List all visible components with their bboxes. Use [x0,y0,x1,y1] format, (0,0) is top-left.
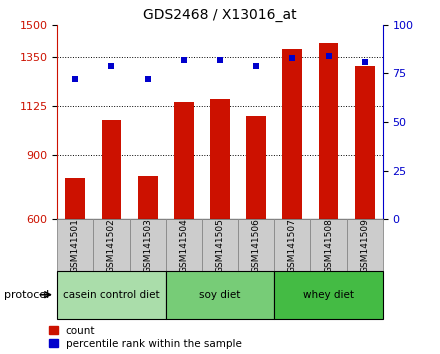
Point [216,57,224,63]
Point [180,57,187,63]
Text: GSM141509: GSM141509 [360,218,369,273]
Bar [102,120,121,219]
Text: GSM141501: GSM141501 [71,218,80,273]
Bar [319,43,338,219]
Bar [282,48,302,219]
Point [144,76,151,82]
Text: GSM141507: GSM141507 [288,218,297,273]
Bar [202,219,238,271]
Bar [238,219,274,271]
Legend: count, percentile rank within the sample: count, percentile rank within the sample [49,326,242,349]
Bar [57,271,166,319]
Bar [166,271,274,319]
Bar [57,219,93,271]
Bar [311,219,347,271]
Text: GSM141508: GSM141508 [324,218,333,273]
Bar [66,178,85,219]
Title: GDS2468 / X13016_at: GDS2468 / X13016_at [143,8,297,22]
Text: GSM141502: GSM141502 [107,218,116,273]
Text: soy diet: soy diet [199,290,241,300]
Text: GSM141503: GSM141503 [143,218,152,273]
Text: GSM141506: GSM141506 [252,218,260,273]
Bar [166,219,202,271]
Point [253,63,260,69]
Bar [274,219,311,271]
Text: casein control diet: casein control diet [63,290,160,300]
Bar [210,99,230,219]
Point [289,55,296,61]
Bar [129,219,166,271]
Text: GSM141504: GSM141504 [180,218,188,273]
Text: whey diet: whey diet [303,290,354,300]
Bar [246,116,266,219]
Bar [355,66,375,219]
Bar [347,219,383,271]
Bar [138,176,158,219]
Point [108,63,115,69]
Point [72,76,79,82]
Bar [274,271,383,319]
Bar [174,102,194,219]
Point [325,53,332,59]
Point [361,59,368,65]
Text: GSM141505: GSM141505 [216,218,224,273]
Text: protocol: protocol [4,290,50,300]
Bar [93,219,129,271]
